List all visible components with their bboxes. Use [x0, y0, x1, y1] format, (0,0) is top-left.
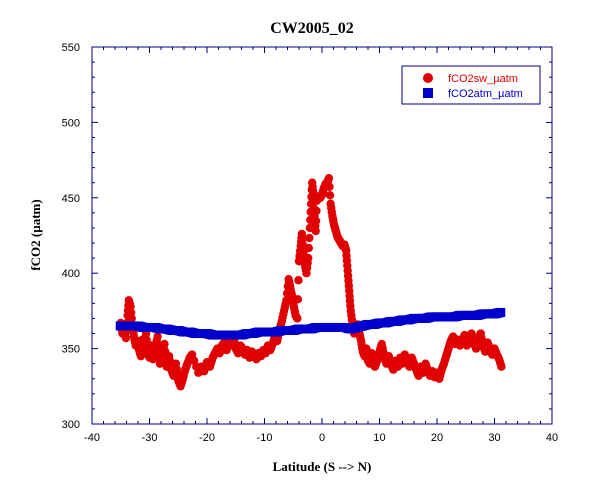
data-point: [325, 182, 334, 191]
y-tick-label: 450: [62, 193, 80, 205]
x-tick-label: -40: [84, 432, 100, 444]
x-axis-label: Latitude (S --> N): [273, 459, 372, 474]
data-point: [126, 308, 136, 317]
chart-title: CW2005_02: [270, 20, 354, 37]
data-point: [497, 362, 506, 371]
data-point: [495, 307, 506, 317]
data-point: [312, 206, 321, 216]
data-point: [311, 216, 321, 226]
data-point: [294, 276, 303, 285]
data-point: [304, 253, 313, 263]
x-tick-label: 40: [546, 432, 558, 444]
y-tick-label: 350: [62, 344, 80, 356]
data-point: [121, 333, 131, 343]
data-point: [305, 233, 314, 243]
y-tick-label: 300: [62, 419, 80, 431]
y-tick-label: 550: [62, 42, 80, 54]
legend: fCO2sw_µatm fCO2atm_µatm: [401, 65, 541, 105]
x-tick-label: -20: [199, 432, 215, 444]
data-point: [126, 302, 135, 311]
data-point: [142, 335, 151, 345]
x-tick-label: 10: [373, 432, 385, 444]
data-point: [324, 173, 334, 183]
x-tick-label: -30: [142, 432, 158, 444]
x-tick-label: -10: [257, 432, 273, 444]
x-tick-label: 20: [431, 432, 443, 444]
data-point: [160, 339, 169, 349]
legend-marker-fco2atm: [423, 88, 433, 98]
y-axis-label: fCO2 (µatm): [28, 199, 43, 270]
legend-label-fco2atm: fCO2atm_µatm: [448, 88, 523, 100]
data-point: [325, 191, 335, 200]
y-tick-label: 400: [62, 268, 80, 280]
x-tick-label: 0: [319, 432, 325, 444]
y-tick-labels: 300 350 400 450 500 550: [62, 42, 80, 431]
x-tick-label: 30: [488, 432, 500, 444]
data-point: [311, 226, 320, 236]
data-point: [282, 296, 291, 305]
y-tick-label: 500: [62, 117, 80, 129]
data-point: [304, 243, 313, 253]
data-point: [127, 314, 136, 323]
x-tick-labels: -40 -30 -20 -10 0 10 20 30 40: [84, 432, 558, 444]
series-fco2atm: [115, 307, 506, 340]
data-point: [293, 314, 302, 323]
legend-marker-fco2sw: [423, 73, 433, 83]
data-point: [153, 332, 162, 341]
series-fco2sw: [116, 173, 506, 391]
series-layer: [115, 173, 506, 391]
legend-label-fco2sw: fCO2sw_µatm: [448, 73, 518, 85]
axis-ticks: [91, 46, 553, 425]
data-point: [293, 295, 303, 304]
